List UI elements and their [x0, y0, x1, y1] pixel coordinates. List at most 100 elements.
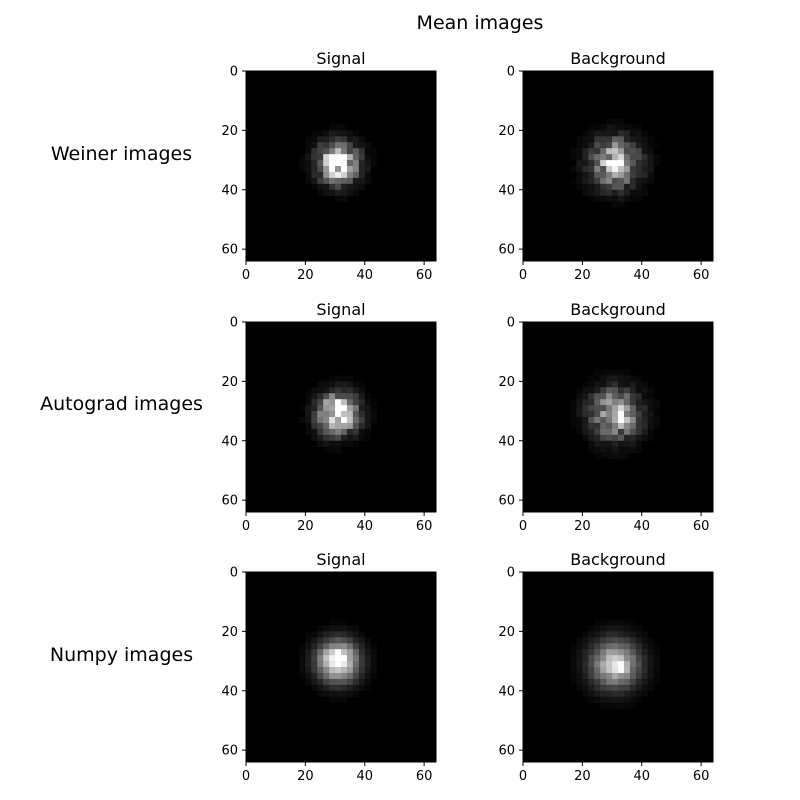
heatmap-cell: [629, 661, 637, 668]
heatmap-cell: [370, 417, 377, 424]
heatmap-cell: [370, 661, 377, 668]
heatmap-cell: [358, 387, 366, 394]
heatmap-cell: [612, 637, 619, 644]
heatmap-cell: [358, 405, 366, 412]
heatmap-cell: [594, 452, 601, 459]
row-label-autograd: Autograd images: [40, 393, 203, 415]
heatmap-cell: [618, 369, 625, 376]
heatmap-cell: [635, 696, 643, 703]
heatmap-cell: [364, 399, 371, 406]
heatmap-cell: [323, 649, 330, 656]
x-tick-label: 20: [574, 268, 591, 283]
heatmap-cell: [358, 684, 366, 692]
heatmap-cell: [600, 195, 607, 202]
heatmap-cell: [588, 690, 595, 697]
heatmap-cell: [358, 411, 366, 418]
heatmap-cell: [341, 684, 348, 692]
heatmap-cell: [311, 667, 318, 674]
heatmap-cell: [329, 136, 336, 143]
heatmap-cell: [346, 661, 354, 668]
heatmap-cell: [600, 661, 607, 668]
heatmap-cell: [335, 649, 342, 656]
heatmap-cell: [653, 678, 660, 686]
heatmap-cell: [582, 399, 589, 406]
heatmap-cell: [358, 649, 366, 656]
heatmap-cell: [299, 661, 306, 668]
heatmap-cell: [653, 142, 660, 149]
heatmap-cell: [647, 154, 654, 161]
heatmap-cell: [612, 649, 619, 656]
heatmap-cell: [352, 154, 360, 161]
heatmap-cell: [352, 387, 360, 394]
heatmap-cell: [323, 130, 330, 137]
heatmap-cell: [358, 428, 366, 436]
heatmap-cell: [600, 130, 607, 137]
heatmap-cell: [612, 177, 619, 185]
heatmap-cell: [364, 411, 371, 418]
heatmap-cell: [606, 446, 613, 453]
heatmap-cell: [612, 166, 619, 173]
heatmap-cell: [323, 678, 330, 686]
heatmap-cell: [600, 142, 607, 149]
heatmap-cell: [358, 643, 366, 650]
heatmap-cell: [594, 405, 601, 412]
heatmap-cell: [600, 440, 607, 447]
heatmap-cell: [629, 166, 637, 173]
heatmap-cell: [612, 631, 619, 638]
heatmap-cell: [600, 619, 607, 626]
heatmap-cell: [317, 154, 324, 161]
heatmap-cell: [594, 142, 601, 149]
heatmap-cell: [317, 399, 324, 406]
heatmap-cell: [600, 655, 607, 662]
heatmap-cell: [305, 177, 312, 185]
heatmap-cell: [618, 667, 625, 674]
heatmap-cell: [588, 637, 595, 644]
heatmap-cell: [629, 375, 637, 382]
heatmap-cell: [623, 452, 631, 459]
heatmap-cell: [323, 643, 330, 650]
heatmap-cell: [341, 631, 348, 638]
heatmap-cell: [323, 411, 330, 418]
x-tick-label: 40: [633, 519, 650, 534]
heatmap-cell: [364, 667, 371, 674]
heatmap-cell: [641, 148, 648, 155]
heatmap-cell: [606, 417, 613, 424]
heatmap-cell: [305, 417, 312, 424]
heatmap-cell: [317, 631, 324, 638]
heatmap-cell: [341, 393, 348, 400]
heatmap-cell: [570, 166, 577, 173]
heatmap-cell: [329, 696, 336, 703]
heatmap-cell: [635, 195, 643, 202]
heatmap-cell: [647, 393, 654, 400]
heatmap-cell: [358, 183, 366, 191]
heatmap-cell: [370, 405, 377, 412]
heatmap-cell: [335, 631, 342, 638]
heatmap-cell: [364, 160, 371, 167]
heatmap-cell: [317, 393, 324, 400]
heatmap-cell: [606, 411, 613, 418]
panel-title: Signal: [316, 550, 365, 569]
heatmap-cell: [329, 189, 336, 196]
heatmap-cell: [335, 183, 342, 191]
heatmap-cell: [576, 649, 583, 656]
heatmap-cell: [588, 434, 595, 442]
heatmap-cell: [588, 166, 595, 173]
heatmap-cell: [612, 142, 619, 149]
y-tick-label: 60: [498, 243, 515, 258]
heatmap-cell: [594, 672, 601, 680]
heatmap-cell: [346, 684, 354, 692]
heatmap-cell: [358, 631, 366, 638]
heatmap-cell: [352, 183, 360, 191]
heatmap-cell: [370, 411, 377, 418]
heatmap-cell: [346, 411, 354, 418]
heatmap-cell: [653, 667, 660, 674]
heatmap-cell: [647, 661, 654, 668]
heatmap-cell: [305, 387, 312, 394]
heatmap-cell: [352, 148, 360, 155]
heatmap-cell: [623, 136, 631, 143]
heatmap-cell: [346, 690, 354, 697]
x-tick-label: 0: [519, 519, 527, 534]
heatmap-cell: [606, 189, 613, 196]
heatmap-cell: [346, 649, 354, 656]
